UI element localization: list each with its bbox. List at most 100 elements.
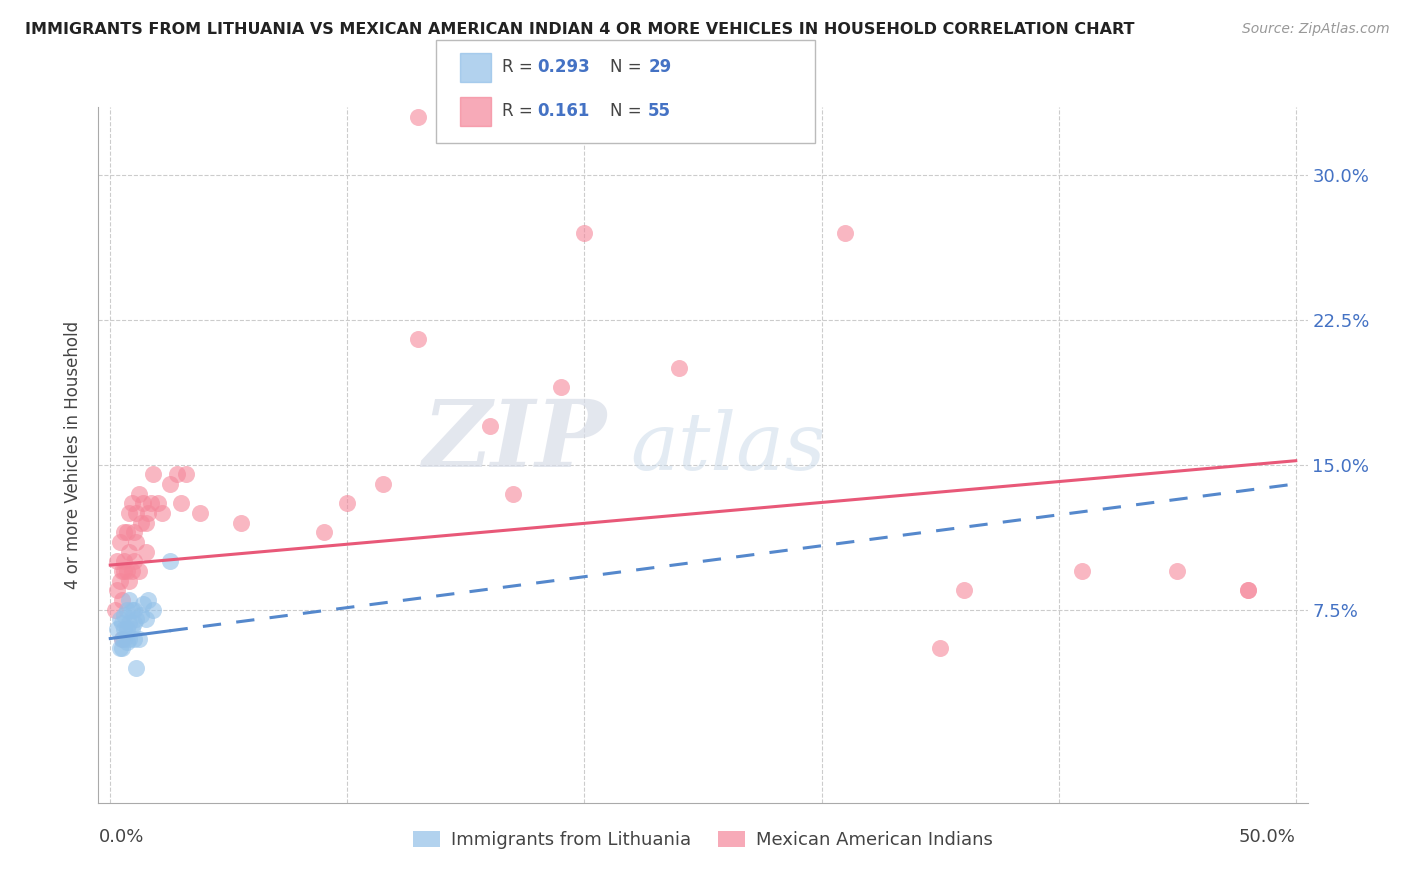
Point: [336, 496, 359, 510]
Text: R =: R =: [502, 103, 543, 120]
Point: [115, 564, 138, 578]
Point: [135, 544, 157, 558]
Point: [114, 564, 136, 578]
Point: [111, 632, 134, 646]
Point: [174, 467, 197, 482]
Point: [128, 564, 150, 578]
Point: [408, 110, 430, 124]
Point: [371, 476, 394, 491]
Point: [122, 615, 145, 630]
Point: [115, 622, 138, 636]
Point: [502, 486, 524, 500]
Point: [132, 496, 155, 510]
Point: [159, 476, 181, 491]
Point: [135, 612, 157, 626]
Text: N =: N =: [610, 58, 647, 76]
Point: [121, 564, 143, 578]
Point: [142, 467, 165, 482]
Point: [122, 632, 145, 646]
Point: [118, 615, 141, 630]
Point: [105, 622, 128, 636]
Point: [190, 506, 212, 520]
Point: [122, 525, 145, 540]
Point: [166, 467, 188, 482]
Point: [229, 516, 252, 530]
Point: [135, 516, 157, 530]
Point: [142, 602, 165, 616]
Point: [115, 525, 138, 540]
Point: [108, 641, 131, 656]
Text: N =: N =: [610, 103, 647, 120]
Point: [111, 564, 134, 578]
Text: 50.0%: 50.0%: [1239, 828, 1296, 846]
Point: [105, 554, 128, 568]
Point: [121, 622, 143, 636]
Point: [128, 486, 150, 500]
Y-axis label: 4 or more Vehicles in Household: 4 or more Vehicles in Household: [65, 321, 83, 589]
Point: [118, 632, 141, 646]
Point: [104, 602, 127, 616]
Point: [170, 496, 193, 510]
Point: [122, 554, 145, 568]
Point: [129, 608, 152, 623]
Point: [125, 535, 148, 549]
Text: ZIP: ZIP: [422, 396, 606, 486]
Point: [121, 496, 143, 510]
Text: 0.293: 0.293: [537, 58, 591, 76]
Point: [118, 574, 141, 588]
Text: IMMIGRANTS FROM LITHUANIA VS MEXICAN AMERICAN INDIAN 4 OR MORE VEHICLES IN HOUSE: IMMIGRANTS FROM LITHUANIA VS MEXICAN AME…: [25, 22, 1135, 37]
Point: [125, 660, 148, 674]
Point: [108, 535, 131, 549]
Point: [108, 612, 131, 626]
Point: [118, 506, 141, 520]
Point: [118, 592, 141, 607]
Point: [312, 525, 335, 540]
Point: [118, 544, 141, 558]
Text: 0.161: 0.161: [537, 103, 589, 120]
Point: [1237, 583, 1260, 598]
Text: 29: 29: [648, 58, 672, 76]
Point: [115, 635, 138, 649]
Point: [128, 632, 150, 646]
Point: [152, 506, 174, 520]
Point: [136, 592, 159, 607]
Point: [114, 608, 136, 623]
Point: [1166, 564, 1188, 578]
Point: [574, 226, 596, 240]
Text: atlas: atlas: [630, 409, 825, 487]
Point: [139, 496, 162, 510]
Text: 55: 55: [648, 103, 671, 120]
Point: [108, 574, 131, 588]
Point: [1071, 564, 1094, 578]
Point: [111, 592, 134, 607]
Point: [111, 641, 134, 656]
Point: [408, 332, 430, 346]
Text: 0.0%: 0.0%: [98, 828, 143, 846]
Point: [136, 506, 159, 520]
Point: [550, 380, 572, 394]
Point: [129, 516, 152, 530]
Point: [114, 525, 136, 540]
Point: [111, 632, 134, 646]
Point: [146, 496, 169, 510]
Text: Source: ZipAtlas.com: Source: ZipAtlas.com: [1241, 22, 1389, 37]
Point: [668, 361, 690, 376]
Point: [929, 641, 952, 656]
Point: [105, 583, 128, 598]
Point: [121, 602, 143, 616]
Point: [952, 583, 974, 598]
Point: [159, 554, 181, 568]
Point: [115, 602, 138, 616]
Point: [834, 226, 856, 240]
Point: [114, 632, 136, 646]
Point: [132, 597, 155, 611]
Point: [125, 506, 148, 520]
Point: [1237, 583, 1260, 598]
Point: [114, 554, 136, 568]
Text: R =: R =: [502, 58, 538, 76]
Legend: Immigrants from Lithuania, Mexican American Indians: Immigrants from Lithuania, Mexican Ameri…: [406, 823, 1000, 856]
Point: [111, 615, 134, 630]
Point: [114, 622, 136, 636]
Point: [125, 612, 148, 626]
Point: [122, 602, 145, 616]
